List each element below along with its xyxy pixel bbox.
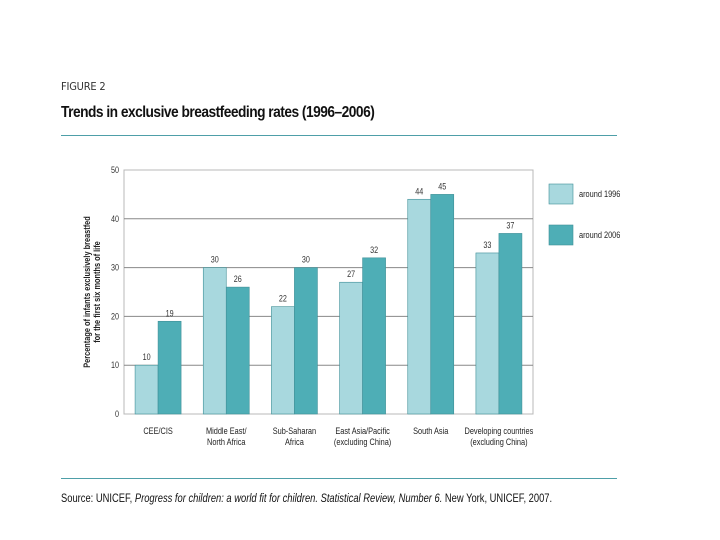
y-tick-label: 0 [115, 409, 119, 419]
category-label: CEE/CIS [143, 426, 173, 436]
source-publication: Progress for children: a world fit for c… [134, 491, 443, 505]
category-label: South Asia [413, 426, 449, 436]
category-label: (excluding China) [470, 437, 528, 447]
y-axis-label-line2: for the first six months of life [92, 241, 102, 343]
data-label: 45 [438, 182, 446, 192]
bar-2006 [362, 257, 386, 415]
category-label: North Africa [207, 437, 246, 447]
bar-2006 [498, 233, 523, 415]
data-label: 27 [347, 270, 355, 280]
y-tick-label: 50 [111, 165, 119, 175]
bar-1996 [407, 198, 432, 415]
y-tick-label: 40 [111, 214, 119, 224]
legend-label: around 1996 [579, 189, 621, 199]
data-label: 22 [279, 294, 287, 304]
legend-swatch-2006 [548, 224, 574, 246]
category-label: Africa [285, 437, 304, 447]
bar-1996 [271, 306, 295, 415]
data-label: 37 [506, 221, 514, 231]
y-tick-label: 10 [111, 360, 119, 370]
data-label: 30 [302, 255, 310, 265]
data-label: 26 [234, 274, 242, 284]
legend-swatch-1996 [548, 183, 574, 205]
data-label: 32 [370, 245, 378, 255]
source-suffix: New York, UNICEF, 2007. [442, 491, 553, 505]
y-axis-label-line1: Percentage of infants exclusively breast… [82, 216, 92, 368]
category-label: Sub-Saharan [273, 426, 317, 436]
category-label: Middle East/ [206, 426, 247, 436]
y-tick-label: 20 [111, 312, 119, 322]
top-rule [61, 135, 617, 136]
bar-1996 [134, 364, 159, 415]
data-label: 19 [166, 309, 174, 319]
bar-2006 [225, 286, 250, 415]
chart-title: Trends in exclusive breastfeeding rates … [61, 104, 375, 121]
bar-1996 [475, 252, 500, 415]
data-label: 10 [143, 352, 151, 362]
y-tick-label: 30 [111, 263, 119, 273]
category-label: (excluding China) [334, 437, 392, 447]
source-note: Source: UNICEF, Progress for children: a… [61, 491, 552, 505]
source-prefix: Source: UNICEF, [61, 491, 135, 505]
plot-frame [123, 169, 534, 415]
category-label: East Asia/Pacific [335, 426, 389, 436]
data-label: 33 [483, 240, 491, 250]
category-label: Developing countries [464, 426, 533, 436]
figure-label: FIGURE 2 [61, 80, 106, 93]
bar-2006 [430, 194, 455, 415]
bar-2006 [294, 267, 318, 415]
data-label: 44 [415, 187, 423, 197]
bar-1996 [202, 267, 227, 415]
bottom-rule [61, 478, 617, 479]
bar-2006 [157, 320, 182, 415]
data-label: 30 [211, 255, 219, 265]
bar-1996 [339, 281, 363, 415]
legend-label: around 2006 [579, 230, 621, 240]
